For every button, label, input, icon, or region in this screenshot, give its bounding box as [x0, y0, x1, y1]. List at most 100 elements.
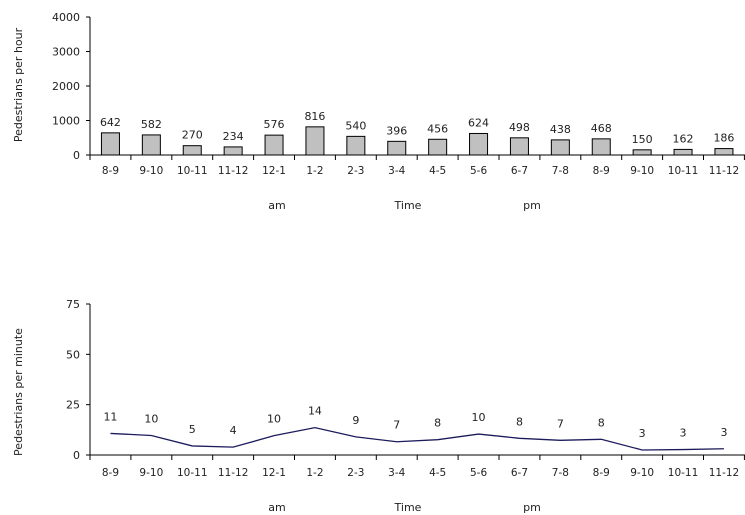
bar-value-label: 468	[591, 122, 612, 135]
bar	[632, 149, 652, 156]
bar	[100, 132, 120, 156]
x-axis-ticks: 8-9 9-10 10-11 11-12 12-1 1-2 2-3 3-4 4-5 5-6 6-7 7…	[89, 455, 745, 479]
bars	[100, 126, 734, 156]
pm-label: pm	[523, 199, 541, 212]
point-value-label: 10	[144, 412, 158, 425]
x-tick-label: 9-10	[139, 467, 163, 479]
bar-value-label: 456	[427, 122, 448, 135]
x-tick-label: 8-9	[102, 165, 119, 177]
point-value-label: 8	[434, 417, 441, 430]
x-tick-label: 8-9	[593, 467, 610, 479]
x-tick-label: 1-2	[306, 467, 323, 479]
x-tick-label: 12-1	[262, 165, 286, 177]
x-tick-label: 3-4	[388, 165, 405, 177]
x-tick-label: 6-7	[511, 467, 528, 479]
bar-value-label: 396	[386, 124, 407, 137]
x-tick-label: 9-10	[630, 165, 654, 177]
bar	[264, 134, 284, 156]
y-tick-label: 4000	[52, 11, 80, 24]
data-labels: 642 582 270 234 576 816 540 396 456 624 498 438 468 1…	[100, 110, 735, 146]
point-value-label: 10	[472, 411, 486, 424]
x-tick-label: 11-12	[218, 467, 249, 479]
x-tick-label: 8-9	[593, 165, 610, 177]
bar	[591, 138, 611, 156]
x-tick-label: 11-12	[709, 467, 740, 479]
y-axis-title: Pedestrians per minute	[12, 328, 25, 456]
x-axis-title: Time	[394, 501, 422, 514]
y-tick-label: 1000	[52, 115, 80, 128]
hourly-bar-chart: Pedestrians per hour 0 1000 2000 3000 4000 6…	[12, 11, 745, 212]
bar-value-label: 234	[223, 130, 244, 143]
x-tick-label: 8-9	[102, 467, 119, 479]
pm-label: pm	[523, 501, 541, 514]
am-label: am	[268, 199, 285, 212]
y-tick-label: 0	[73, 449, 80, 462]
y-tick-label: 0	[73, 149, 80, 162]
y-tick-label: 2000	[52, 80, 80, 93]
y-tick-label: 50	[66, 348, 80, 361]
x-tick-label: 5-6	[470, 467, 487, 479]
y-tick-label: 75	[66, 298, 80, 311]
x-tick-label: 10-11	[668, 165, 699, 177]
x-axis-ticks: 8-9 9-10 10-11 11-12 12-1 1-2 2-3 3-4 4-5 5-6 6-7 7…	[89, 155, 745, 177]
data-labels: 11 10 5 4 10 14 9 7 8 10 8 7 8 3 3 3	[103, 405, 727, 440]
bar	[305, 126, 325, 156]
x-tick-label: 2-3	[347, 165, 364, 177]
bar-value-label: 270	[182, 129, 203, 142]
y-axis-ticks: 0 1000 2000 3000 4000	[52, 11, 90, 162]
point-value-label: 8	[598, 416, 605, 429]
point-value-label: 9	[352, 414, 359, 427]
x-tick-label: 9-10	[630, 467, 654, 479]
bar-value-label: 576	[264, 118, 285, 131]
x-tick-label: 11-12	[218, 165, 249, 177]
per-minute-line-chart: Pedestrians per minute 0 25 50 75 11 10 5 4 10 1…	[12, 298, 745, 514]
series-line	[110, 426, 724, 451]
x-tick-label: 4-5	[429, 467, 446, 479]
point-value-label: 5	[189, 423, 196, 436]
x-tick-label: 10-11	[177, 165, 208, 177]
x-tick-label: 2-3	[347, 467, 364, 479]
y-axis-ticks: 0 25 50 75	[66, 298, 90, 462]
bar-value-label: 162	[673, 132, 694, 145]
bar	[509, 137, 529, 156]
bar-value-label: 186	[713, 132, 734, 145]
x-tick-label: 5-6	[470, 165, 487, 177]
x-tick-label: 7-8	[552, 467, 569, 479]
bar-value-label: 624	[468, 116, 489, 129]
bar	[387, 140, 407, 156]
bar	[550, 139, 570, 156]
x-tick-label: 1-2	[306, 165, 323, 177]
am-label: am	[268, 501, 285, 514]
x-tick-label: 9-10	[139, 165, 163, 177]
bar	[428, 138, 448, 156]
x-tick-label: 4-5	[429, 165, 446, 177]
bar-value-label: 498	[509, 121, 530, 134]
bar-value-label: 816	[304, 110, 325, 123]
point-value-label: 14	[308, 405, 322, 418]
point-value-label: 8	[516, 415, 523, 428]
bar-value-label: 438	[550, 123, 571, 136]
point-value-label: 7	[393, 419, 400, 432]
point-value-label: 10	[267, 413, 281, 426]
point-value-label: 11	[103, 410, 117, 423]
point-value-label: 3	[639, 427, 646, 440]
bar	[141, 134, 161, 156]
bar-value-label: 150	[632, 133, 653, 146]
bar	[469, 132, 489, 156]
point-value-label: 7	[557, 417, 564, 430]
bar	[182, 145, 202, 156]
x-tick-label: 7-8	[552, 165, 569, 177]
x-tick-label: 10-11	[177, 467, 208, 479]
bar-value-label: 642	[100, 116, 121, 129]
x-axis-title: Time	[394, 199, 422, 212]
bar	[714, 148, 734, 156]
bar-value-label: 540	[345, 119, 366, 132]
y-tick-label: 3000	[52, 46, 80, 59]
x-tick-label: 3-4	[388, 467, 405, 479]
bar	[223, 146, 243, 156]
point-value-label: 4	[230, 424, 237, 437]
y-tick-label: 25	[66, 399, 80, 412]
bar	[346, 135, 366, 156]
y-axis-title: Pedestrians per hour	[12, 27, 25, 142]
